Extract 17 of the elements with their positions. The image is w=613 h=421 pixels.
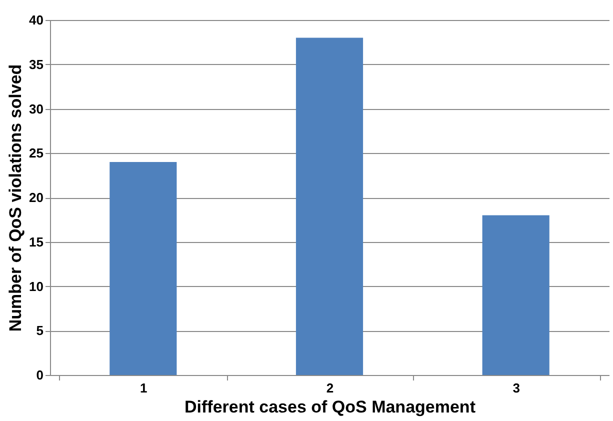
y-tick-label: 5 (36, 323, 44, 338)
y-axis-title: Number of QoS violations solved (6, 64, 26, 332)
bar (296, 38, 364, 375)
y-tick-label: 30 (29, 101, 44, 116)
y-tick-label: 0 (36, 368, 44, 382)
y-tick-label: 35 (29, 56, 44, 72)
x-tick-label: 3 (512, 380, 520, 396)
y-tick-label: 15 (29, 234, 44, 250)
x-axis-title: Different cases of QoS Management (184, 398, 476, 416)
x-tick-label: 1 (140, 380, 148, 396)
y-tick-label: 40 (29, 12, 44, 28)
y-tick-label: 25 (29, 146, 44, 161)
x-tick-label: 2 (326, 380, 334, 396)
y-tick-label: 20 (29, 190, 44, 205)
bar (482, 215, 550, 375)
y-tick-label: 10 (29, 278, 44, 294)
bar (110, 162, 177, 375)
